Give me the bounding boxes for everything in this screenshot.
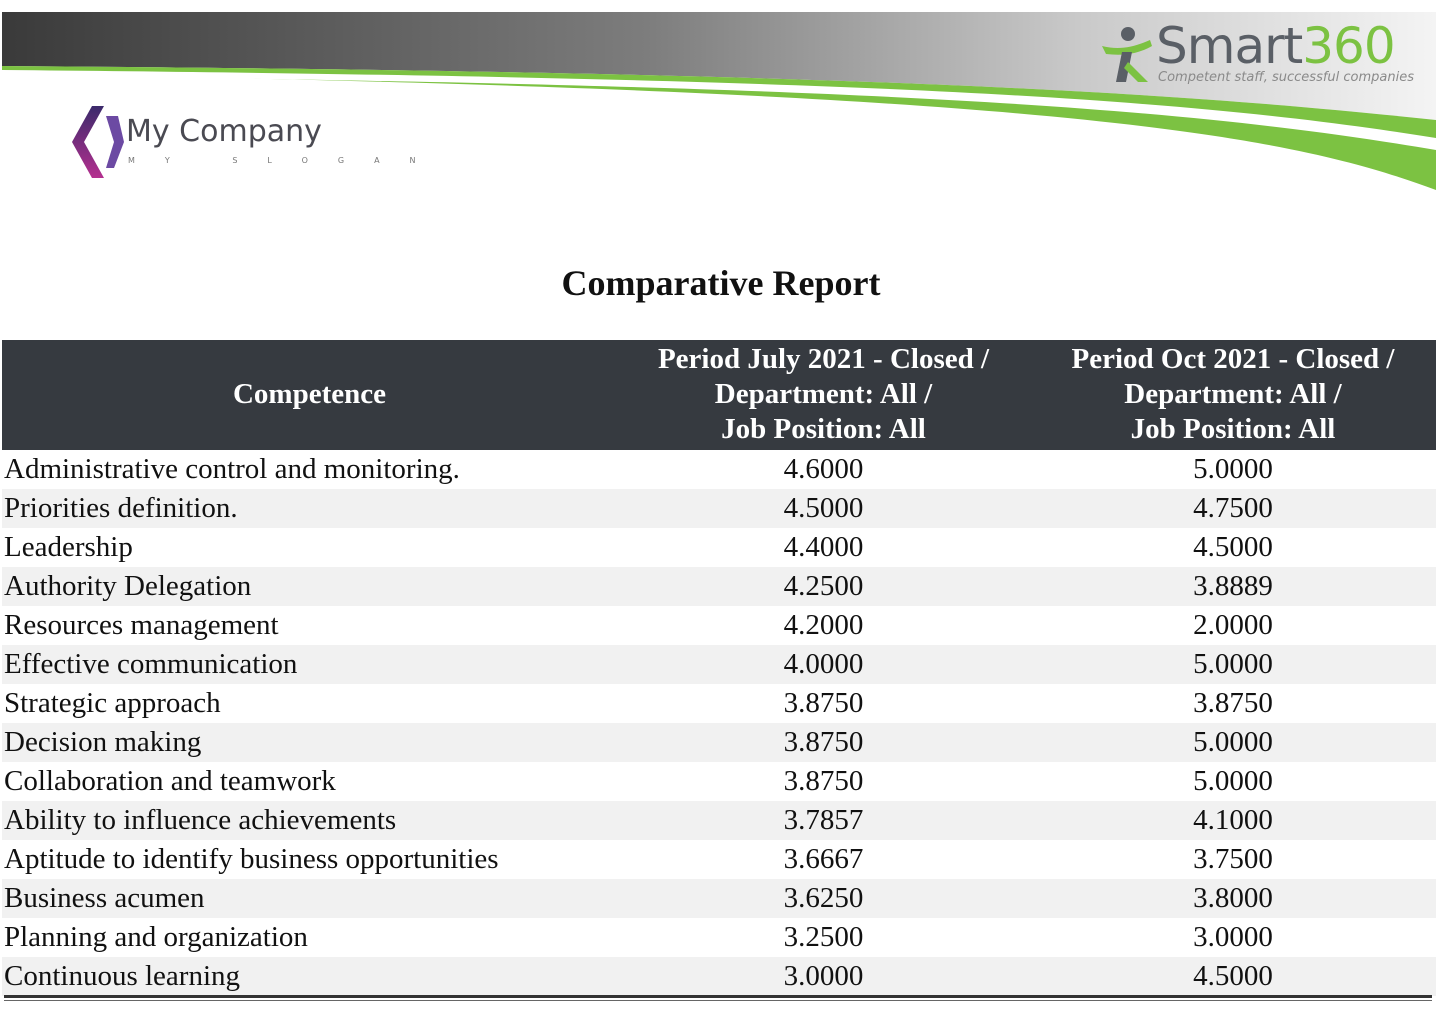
table-bottom-rule (4, 995, 1432, 998)
period1-score: 3.8750 (617, 723, 1030, 762)
competence-cell: Strategic approach (4, 687, 221, 719)
header-swoosh (2, 12, 1436, 190)
report-title: Comparative Report (561, 263, 881, 303)
column-header-period1: Period July 2021 - Closed / Department: … (617, 340, 1030, 450)
table-row: Collaboration and teamwork 3.8750 5.0000 (2, 762, 1436, 801)
period1-score: 4.5000 (617, 489, 1030, 528)
competence-cell: Administrative control and monitoring. (4, 453, 460, 485)
period1-score: 4.0000 (617, 645, 1030, 684)
period2-score: 5.0000 (1030, 723, 1436, 762)
period2-score: 3.8889 (1030, 567, 1436, 606)
competence-cell: Effective communication (2, 645, 617, 684)
period2-line: Job Position: All (1130, 413, 1336, 445)
smart360-figure-icon (1102, 27, 1152, 82)
comparative-table: Competence Period July 2021 - Closed / D… (2, 340, 1436, 996)
competence-cell: Planning and organization (4, 921, 308, 953)
competence-cell: Authority Delegation (2, 567, 617, 606)
period1-score: 3.0000 (617, 957, 1030, 996)
column-header-period2: Period Oct 2021 - Closed / Department: A… (1030, 340, 1436, 450)
competence-cell: Continuous learning (2, 957, 617, 996)
competence-cell: Priorities definition. (2, 489, 617, 528)
table-header-row: Competence Period July 2021 - Closed / D… (2, 340, 1436, 450)
header-banner (0, 0, 1442, 200)
table-row: Administrative control and monitoring. 4.… (2, 450, 1436, 489)
period2-score: 4.5000 (1193, 531, 1273, 563)
period1-score: 4.6000 (783, 453, 864, 485)
table-row: Aptitude to identify business opportunit… (2, 840, 1436, 879)
period1-score: 3.6667 (783, 843, 864, 875)
period2-score: 3.8000 (1030, 879, 1436, 918)
table-row: Planning and organization 3.2500 3.0000 (2, 918, 1436, 957)
period1-score: 3.7857 (617, 801, 1030, 840)
period2-score: 4.7500 (1030, 489, 1436, 528)
competence-cell: Resources management (4, 609, 279, 641)
table-row: Leadership 4.4000 4.5000 (2, 528, 1436, 567)
company-logo: My Company MY SLOGAN (70, 100, 416, 185)
smart360-tagline: Competent staff, successful companies (1158, 70, 1415, 85)
period2-score: 3.8750 (1193, 687, 1273, 719)
period1-score: 3.6250 (617, 879, 1030, 918)
period1-line: Period July 2021 - Closed / (657, 343, 990, 375)
period2-line: Department: All / (1124, 378, 1342, 410)
table-row: Strategic approach 3.8750 3.8750 (2, 684, 1436, 723)
period2-score: 3.0000 (1193, 921, 1273, 953)
period2-score: 5.0000 (1193, 765, 1273, 797)
period1-score: 3.8750 (783, 765, 864, 797)
period1-line: Job Position: All (721, 413, 926, 445)
table-row: Priorities definition. 4.5000 4.7500 (2, 489, 1436, 528)
company-slogan: MY SLOGAN (128, 156, 446, 165)
company-mark-icon (72, 106, 124, 178)
competence-cell: Decision making (2, 723, 617, 762)
period1-score: 4.4000 (783, 531, 864, 563)
table-row: Effective communication 4.0000 5.0000 (2, 645, 1436, 684)
smart360-logo: Smart360 Competent staff, successful com… (1098, 17, 1418, 88)
period2-score: 5.0000 (1030, 645, 1436, 684)
table-bottom-rule-thin (4, 1000, 1432, 1001)
table-row: Decision making 3.8750 5.0000 (2, 723, 1436, 762)
period1-score: 3.2500 (783, 921, 864, 953)
competence-cell: Aptitude to identify business opportunit… (4, 843, 499, 875)
period2-score: 3.7500 (1193, 843, 1273, 875)
table-row: Continuous learning 3.0000 4.5000 (2, 957, 1436, 996)
smart360-brand: Smart360 (1156, 16, 1396, 76)
competence-cell: Business acumen (2, 879, 617, 918)
competence-cell: Ability to influence achievements (2, 801, 617, 840)
period1-score: 4.2500 (617, 567, 1030, 606)
period2-score: 4.5000 (1030, 957, 1436, 996)
table-row: Resources management 4.2000 2.0000 (2, 606, 1436, 645)
table-row: Business acumen 3.6250 3.8000 (2, 879, 1436, 918)
competence-cell: Leadership (4, 531, 133, 563)
table-row: Authority Delegation 4.2500 3.8889 (2, 567, 1436, 606)
company-name: My Company (126, 114, 322, 149)
period2-score: 5.0000 (1193, 453, 1273, 485)
period1-score: 3.8750 (783, 687, 864, 719)
table-row: Ability to influence achievements 3.7857 4… (2, 801, 1436, 840)
column-header-competence: Competence (2, 340, 617, 450)
period2-score: 4.1000 (1030, 801, 1436, 840)
brand-part2: 360 (1302, 17, 1395, 75)
period2-score: 2.0000 (1193, 609, 1273, 641)
period1-line: Department: All / (714, 378, 933, 410)
brand-part1: Smart (1156, 17, 1303, 75)
period2-line: Period Oct 2021 - Closed / (1071, 343, 1395, 375)
period1-score: 4.2000 (783, 609, 864, 641)
competence-cell: Collaboration and teamwork (4, 765, 336, 797)
